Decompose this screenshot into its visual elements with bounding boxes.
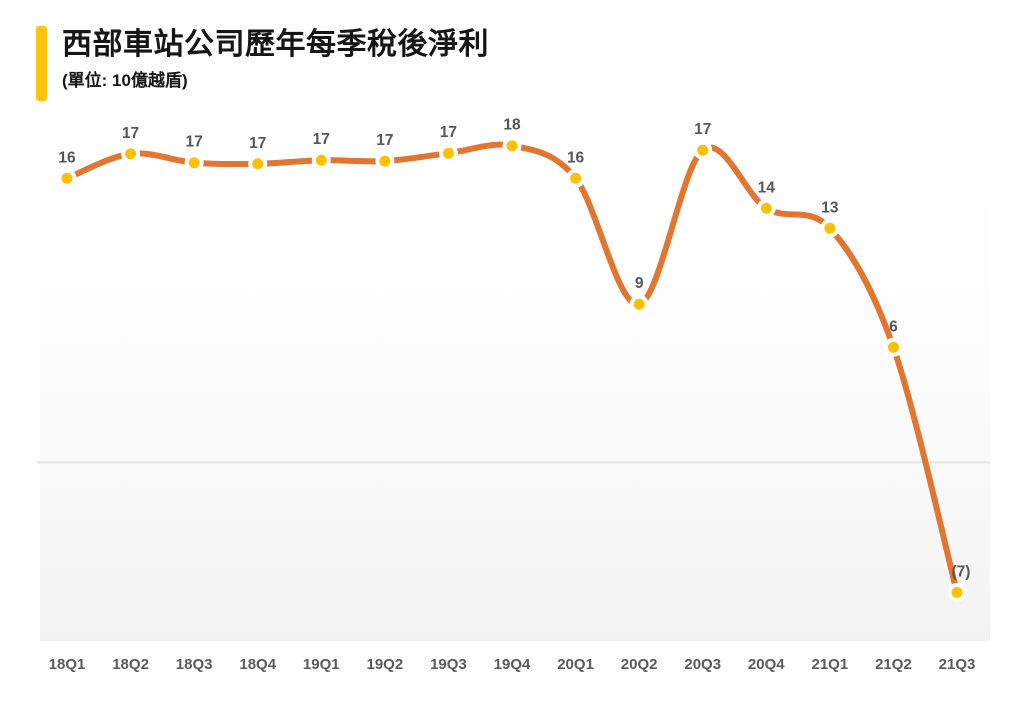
data-point-dot xyxy=(252,158,264,170)
data-point-dot xyxy=(188,157,200,169)
data-point-label: 17 xyxy=(313,131,330,148)
title-block: 西部車站公司歷年每季稅後淨利 (單位: 10億越盾) xyxy=(62,26,489,101)
data-point-label: 18 xyxy=(503,117,521,134)
data-point-label: 13 xyxy=(821,199,839,216)
data-point-label: 17 xyxy=(376,132,393,149)
data-point-label: 9 xyxy=(635,275,644,292)
x-axis-label: 18Q4 xyxy=(239,656,276,673)
x-axis-label: 19Q2 xyxy=(367,656,404,673)
x-axis-label: 21Q1 xyxy=(812,656,849,673)
data-point-dot xyxy=(506,140,518,152)
x-axis-label: 18Q3 xyxy=(176,656,213,673)
data-point-dot xyxy=(697,144,709,156)
data-point-dot xyxy=(379,155,391,167)
data-point-dot xyxy=(61,172,73,184)
data-point-dot xyxy=(570,172,582,184)
x-axis-label: 21Q2 xyxy=(875,656,912,673)
data-point-label: 16 xyxy=(567,149,585,166)
x-axis-label: 20Q3 xyxy=(684,656,721,673)
accent-bar xyxy=(36,26,47,101)
data-point-dot xyxy=(760,202,772,214)
chart-header: 西部車站公司歷年每季稅後淨利 (單位: 10億越盾) xyxy=(36,26,489,101)
x-axis-label: 18Q1 xyxy=(49,656,86,673)
plot-background xyxy=(40,100,990,641)
x-axis-label: 21Q3 xyxy=(939,656,976,673)
x-axis-label: 19Q3 xyxy=(430,656,467,673)
x-axis-label: 19Q4 xyxy=(494,656,531,673)
data-point-dot xyxy=(633,298,645,310)
data-point-label: (7) xyxy=(952,563,971,580)
data-point-label: 17 xyxy=(122,125,139,142)
data-point-label: 6 xyxy=(889,318,898,335)
x-axis-label: 19Q1 xyxy=(303,656,340,673)
data-point-label: 17 xyxy=(694,121,711,138)
data-point-dot xyxy=(951,586,963,598)
x-axis-label: 20Q1 xyxy=(557,656,594,673)
x-axis-label: 18Q2 xyxy=(112,656,149,673)
data-point-label: 17 xyxy=(440,124,457,141)
data-point-dot xyxy=(824,222,836,234)
data-point-dot xyxy=(315,154,327,166)
data-point-dot xyxy=(125,148,137,160)
data-point-label: 14 xyxy=(758,179,776,196)
x-axis-label: 20Q4 xyxy=(748,656,785,673)
data-point-label: 17 xyxy=(186,134,203,151)
chart-subtitle: (單位: 10億越盾) xyxy=(62,71,188,90)
data-point-dot xyxy=(442,147,454,159)
data-point-dot xyxy=(887,341,899,353)
chart-title: 西部車站公司歷年每季稅後淨利 xyxy=(62,28,489,61)
data-point-label: 17 xyxy=(249,135,266,152)
data-point-label: 16 xyxy=(58,149,76,166)
plot-area: 16 17 17 17 17 17 17 18 16 9 17 14 13 6 (7) 18Q1 18Q2 18Q… xyxy=(37,100,990,673)
x-axis-label: 20Q2 xyxy=(621,656,658,673)
